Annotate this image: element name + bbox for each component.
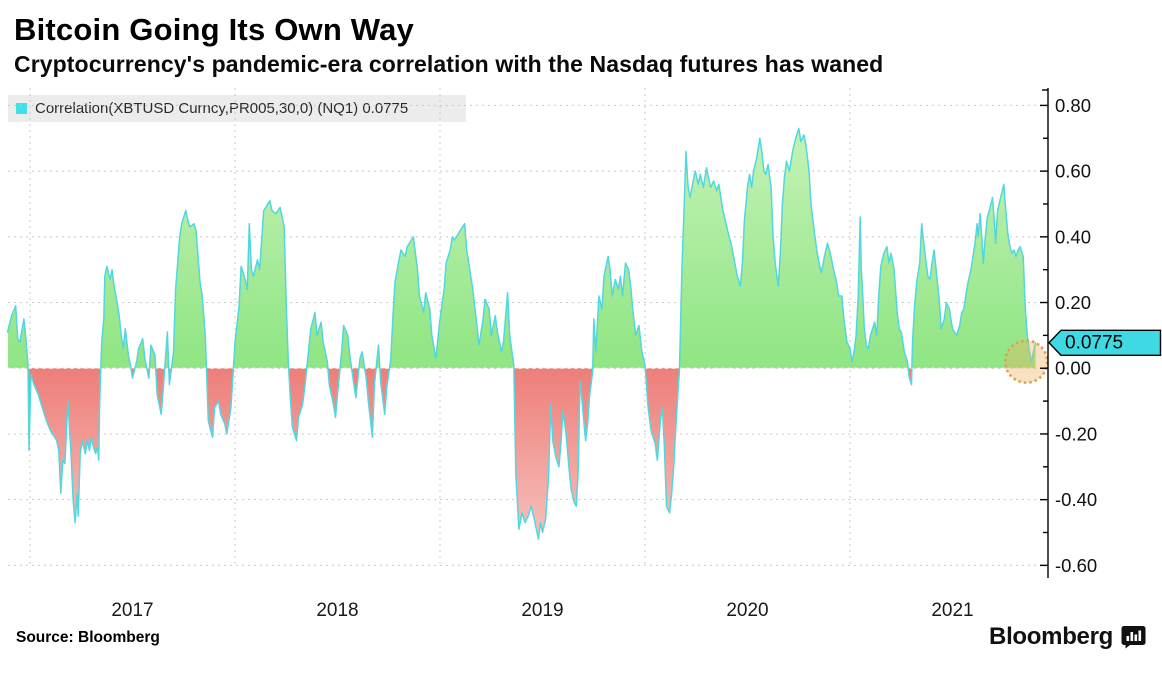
source-note: Source: Bloomberg — [16, 629, 160, 646]
correlation-line — [6, 127, 1037, 540]
latest-point-highlight-circle — [1004, 339, 1049, 384]
positive-area-fill — [8, 128, 1036, 369]
legend-swatch-icon — [16, 103, 27, 114]
y-axis — [1040, 88, 1049, 578]
y-axis-tick-label: -0.40 — [1055, 489, 1097, 510]
y-axis-tick-label: 0.20 — [1055, 292, 1091, 313]
y-axis-tick-label: -0.60 — [1055, 555, 1097, 576]
bloomberg-terminal-icon — [1121, 626, 1146, 649]
y-axis-tick-label: 0.60 — [1055, 161, 1091, 182]
x-axis-tick-label: 2018 — [316, 600, 358, 621]
legend-label: Correlation(XBTUSD Curncy,PR005,30,0) (N… — [35, 100, 409, 117]
current-value-tag-label: 0.0775 — [1065, 332, 1123, 353]
x-axis-tick-label: 2017 — [111, 600, 153, 621]
bloomberg-wordmark: Bloomberg — [989, 623, 1113, 650]
y-axis-tick-label: -0.20 — [1055, 423, 1097, 444]
x-axis-tick-label: 2020 — [726, 600, 768, 621]
x-axis-tick-label: 2019 — [521, 600, 563, 621]
page-subtitle: Cryptocurrency's pandemic-era correlatio… — [14, 51, 884, 77]
y-axis-tick-label: 0.00 — [1055, 358, 1091, 379]
chart-legend: Correlation(XBTUSD Curncy,PR005,30,0) (N… — [8, 95, 466, 122]
y-axis-tick-label: 0.80 — [1055, 95, 1091, 116]
current-value-tag — [1048, 329, 1162, 356]
page-title: Bitcoin Going Its Own Way — [14, 12, 414, 47]
y-axis-tick-label: 0.40 — [1055, 226, 1091, 247]
x-axis-tick-label: 2021 — [931, 600, 973, 621]
bloomberg-brand: Bloomberg — [989, 623, 1146, 651]
